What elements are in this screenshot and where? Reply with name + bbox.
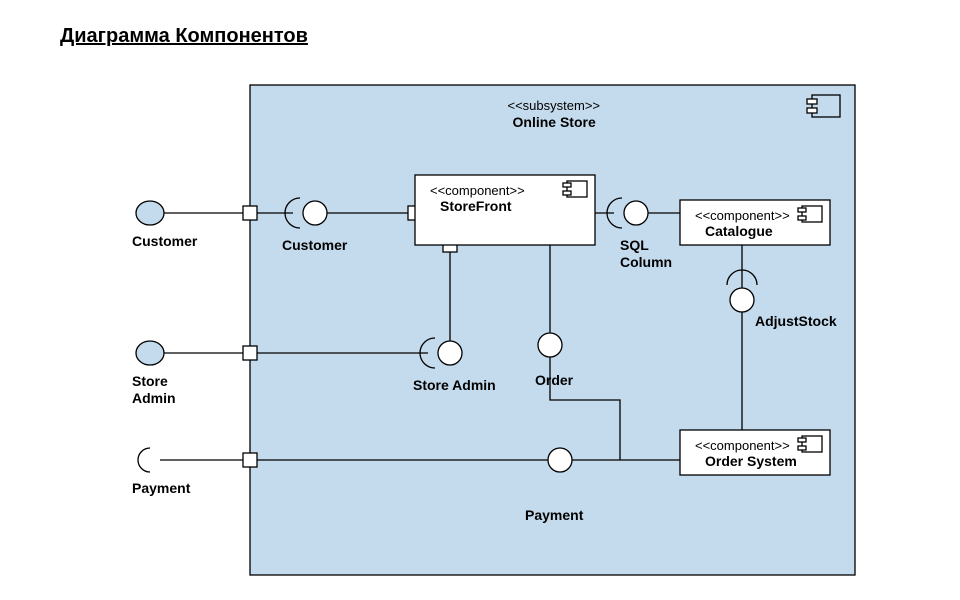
svg-text:Payment: Payment [132,480,191,496]
svg-text:StoreFront: StoreFront [440,198,512,214]
svg-text:Order: Order [535,372,574,388]
svg-text:Column: Column [620,254,672,270]
svg-text:Customer: Customer [132,233,198,249]
svg-text:Customer: Customer [282,237,348,253]
svg-text:Online Store: Online Store [513,114,596,130]
svg-text:Order System: Order System [705,453,797,469]
svg-text:Payment: Payment [525,507,584,523]
svg-text:Catalogue: Catalogue [705,223,773,239]
svg-text:AdjustStock: AdjustStock [755,313,837,329]
svg-text:<<component>>: <<component>> [695,208,790,223]
svg-text:SQL: SQL [620,237,649,253]
svg-text:<<component>>: <<component>> [430,183,525,198]
svg-text:<<subsystem>>: <<subsystem>> [508,98,601,113]
svg-text:Store Admin: Store Admin [413,377,496,393]
component-diagram: <<subsystem>>Online Store Customer Store A… [0,0,960,600]
svg-text:Store: Store [132,373,168,389]
svg-text:Admin: Admin [132,390,176,406]
svg-text:<<component>>: <<component>> [695,438,790,453]
